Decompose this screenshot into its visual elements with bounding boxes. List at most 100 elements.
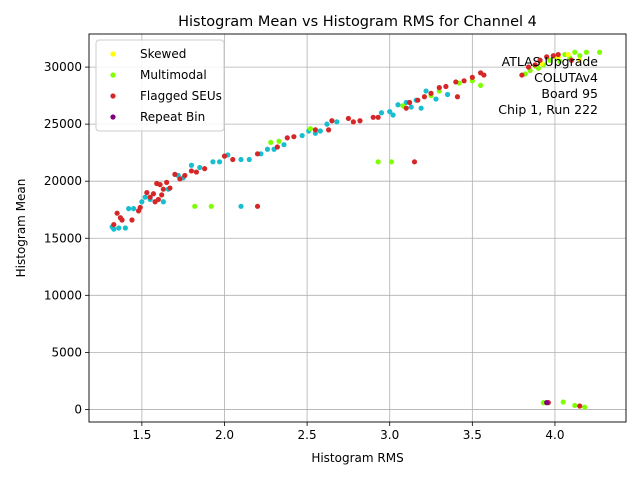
multimodal-point (307, 126, 314, 132)
nominal-point (210, 159, 216, 165)
nominal-point (378, 110, 385, 116)
flagged-seus-point (160, 186, 166, 192)
nominal-point (408, 104, 414, 110)
flagged-seus-point (481, 72, 487, 78)
legend: Skewed Multimodal Flagged SEUs Repeat Bin (95, 39, 225, 132)
flagged-seus-point (188, 168, 195, 174)
x-tick-label: 3.0 (380, 428, 399, 442)
flagged-seus-point (182, 172, 188, 179)
flagged-seus-point (193, 169, 199, 175)
nominal-point (197, 164, 203, 171)
multimodal-point (582, 404, 588, 410)
x-axis-ticks: 1.5 2.0 2.5 3.0 3.5 4.0 (132, 422, 564, 442)
y-tick-label: 30000 (44, 60, 82, 74)
x-tick-label: 2.0 (215, 428, 234, 442)
nominal-point (324, 121, 330, 127)
x-tick-label: 4.0 (545, 428, 564, 442)
flagged-seus-point (525, 64, 532, 70)
flagged-seus-point (544, 54, 550, 60)
flagged-seus-point (555, 51, 561, 58)
multimodal-point (572, 49, 578, 55)
multimodal-point (547, 57, 553, 63)
multimodal-point (560, 399, 566, 405)
y-tick-label: 5000 (51, 345, 82, 359)
x-tick-label: 3.5 (463, 428, 482, 442)
annotation-line-2: COLUTAv4 (534, 70, 598, 85)
chart-title: Histogram Mean vs Histogram RMS for Chan… (178, 14, 537, 30)
flagged-seus-point (274, 144, 280, 150)
flagged-seus-point (403, 105, 409, 111)
legend-label-repeat-bin: Repeat Bin (140, 110, 205, 124)
flagged-seus-point (469, 74, 475, 80)
flagged-seus-point (428, 90, 434, 96)
y-axis-ticks: 0 5000 10000 15000 20000 25000 30000 (44, 60, 89, 416)
flagged-seus-point (453, 79, 459, 85)
annotation-line-3: Board 95 (541, 86, 598, 101)
nominal-point (216, 159, 223, 165)
flagged-seus-point (537, 57, 543, 63)
flagged-seus-point (150, 191, 157, 197)
y-tick-label: 25000 (44, 117, 82, 131)
multimodal-point (477, 82, 484, 88)
nominal-point (116, 225, 122, 231)
chart-annotation: ATLAS Upgrade COLUTAv4 Board 95 Chip 1, … (498, 54, 598, 117)
skewed-point (565, 51, 571, 58)
nominal-point (264, 146, 271, 152)
flagged-seus-point (172, 171, 178, 177)
flagged-seus-point (177, 176, 183, 182)
flagged-seus-point (254, 203, 261, 209)
nominal-point (122, 225, 128, 231)
nominal-point (444, 91, 451, 98)
nominal-point (317, 128, 323, 134)
multimodal-point (192, 203, 198, 209)
flagged-seus-point (421, 94, 428, 100)
flagged-seus-point (164, 179, 170, 185)
flagged-seus-point (568, 57, 575, 63)
nominal-point (334, 119, 340, 125)
flagged-seus-point (375, 114, 381, 120)
repeat-bin-point (544, 400, 550, 406)
nominal-point (433, 96, 439, 102)
multimodal-point (557, 58, 563, 64)
flagged-seus-point (312, 127, 318, 133)
flagged-seus-point (436, 85, 442, 91)
flagged-seus-point (221, 153, 228, 159)
x-tick-label: 1.5 (132, 428, 151, 442)
flagged-seus-point (415, 97, 421, 103)
y-tick-label: 20000 (44, 174, 82, 188)
flagged-seus-point (577, 403, 583, 409)
annotation-line-4: Chip 1, Run 222 (498, 102, 598, 117)
multimodal-point (535, 65, 542, 71)
flagged-seus-point (406, 99, 413, 106)
multimodal-point (268, 139, 274, 146)
flagged-seus-point (114, 210, 120, 216)
nominal-point (111, 226, 117, 232)
nominal-point (238, 156, 244, 163)
flagged-seus-point (137, 204, 143, 211)
x-axis-label: Histogram RMS (311, 451, 403, 465)
data-points (109, 49, 603, 410)
flagged-seus-point (284, 135, 290, 141)
flagged-seus-point (202, 166, 208, 172)
multimodal-point (375, 159, 381, 165)
flagged-seus-point (357, 118, 363, 124)
annotation-line-1: ATLAS Upgrade (502, 54, 599, 69)
y-tick-label: 10000 (44, 288, 82, 302)
flagged-seus-point (254, 151, 261, 157)
flagged-seus-point (111, 221, 117, 228)
flagged-seus-point (454, 94, 461, 100)
legend-label-skewed: Skewed (140, 47, 186, 61)
flagged-seus-point (411, 159, 418, 165)
flagged-seus-point (159, 192, 165, 198)
legend-marker-multimodal (110, 72, 116, 78)
legend-box (95, 39, 225, 132)
multimodal-point (583, 49, 589, 55)
flagged-seus-point (291, 134, 297, 140)
nominal-point (281, 142, 287, 148)
legend-label-multimodal: Multimodal (140, 68, 207, 82)
flagged-seus-point (144, 190, 150, 196)
flagged-seus-point (532, 62, 538, 68)
nominal-point (387, 109, 393, 115)
flagged-seus-point (147, 194, 153, 200)
